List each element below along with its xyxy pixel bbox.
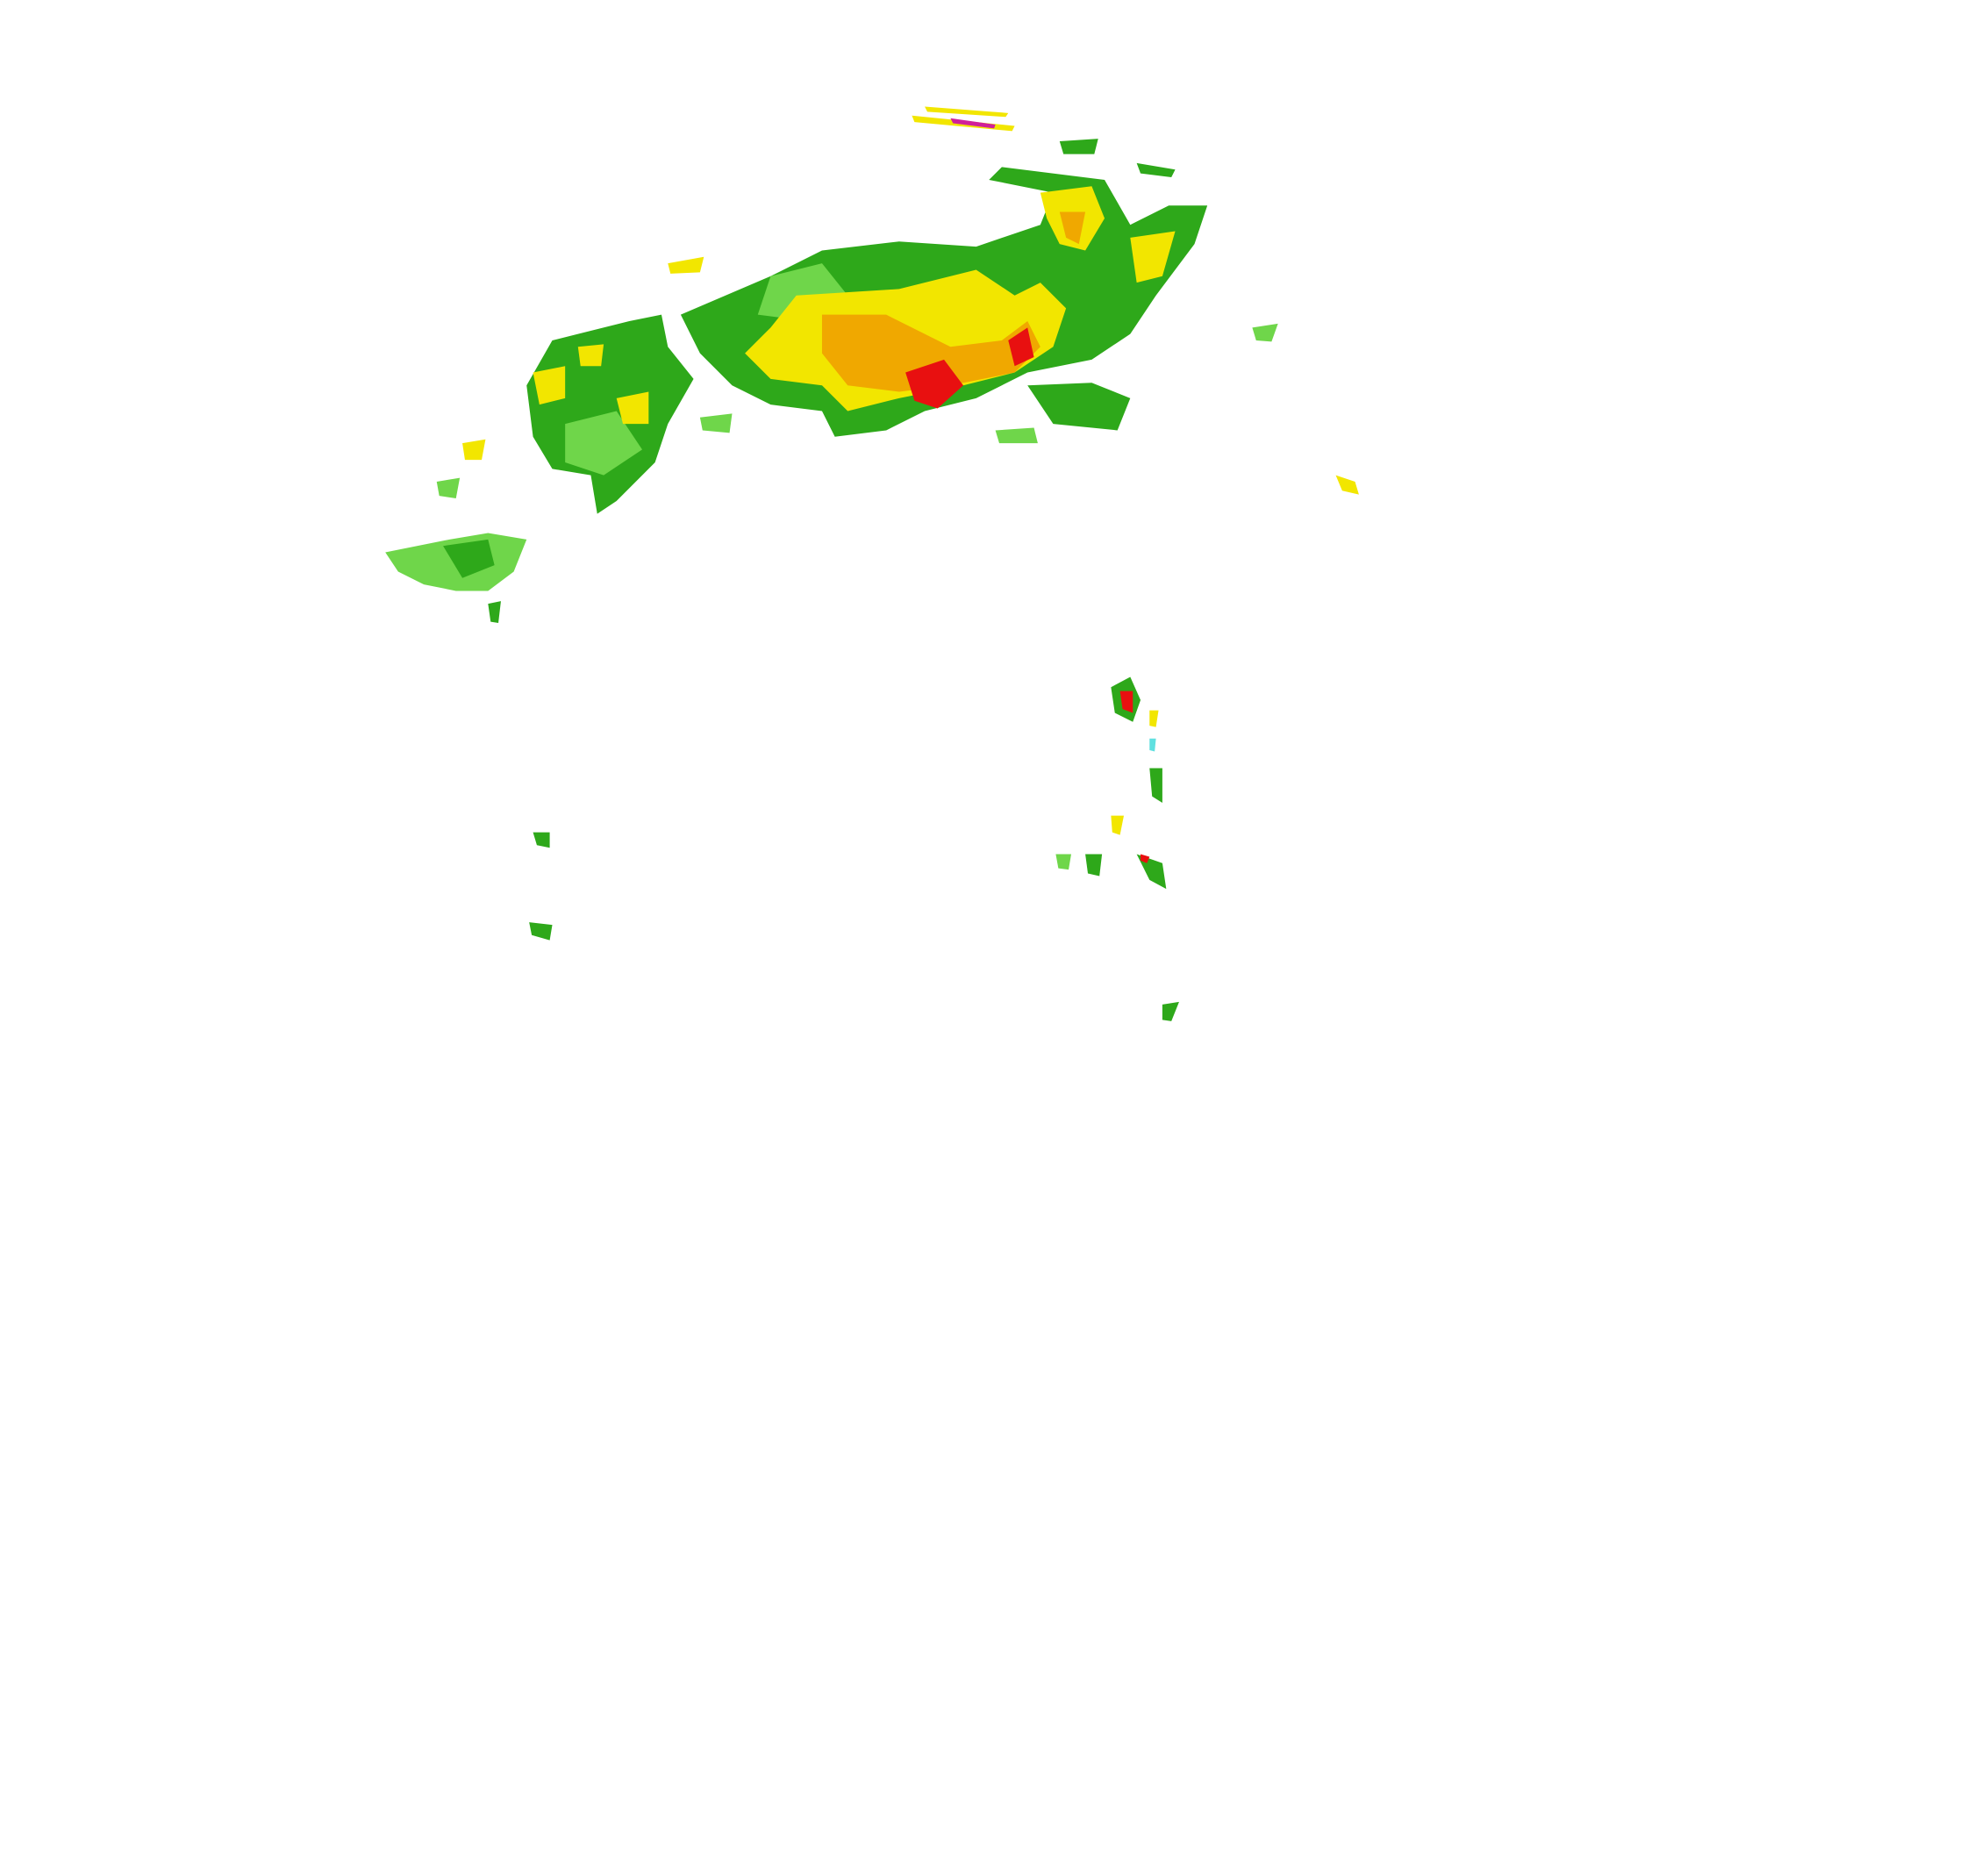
precipitation-echo [1252,323,1278,342]
precipitation-echo [577,344,604,367]
precipitation-echo [488,601,501,624]
precipitation-echo [821,314,1040,392]
precipitation-echo [1055,854,1071,870]
precipitation-echo [1059,139,1098,154]
precipitation-echo [950,118,996,129]
precipitation-echo [925,106,1009,118]
precipitation-echo [1162,1001,1179,1021]
southern-cells [529,676,1179,1021]
precipitation-echo [1149,710,1159,727]
precipitation-echo [1059,211,1086,245]
precipitation-echo [668,256,704,274]
precipitation-echo [1335,475,1359,495]
precipitation-echo [1130,231,1176,283]
precipitation-echo [1136,854,1167,890]
precipitation-echo [462,439,486,461]
precipitation-echo [1085,854,1103,877]
precipitation-echo [1141,854,1150,863]
precipitation-echo [1136,162,1176,178]
precipitation-echo [1008,327,1034,367]
precipitation-echo [1111,815,1124,835]
precipitation-echo [529,922,553,941]
western-storm-cluster [385,256,704,624]
main-storm-band [680,167,1208,444]
precipitation-echo [1119,691,1133,713]
precipitation-echo [616,391,649,425]
precipitation-echo [533,832,550,848]
precipitation-echo [905,359,963,409]
precipitation-echo [565,411,642,476]
precipitation-echo [995,427,1038,444]
precipitation-echo [699,413,733,433]
precipitation-echo [1149,768,1162,803]
precipitation-echo [1027,383,1131,431]
precipitation-echo [1149,738,1156,752]
precipitation-echo [533,366,566,405]
precipitation-echo [436,477,461,499]
northern-streaks [912,106,1359,495]
precipitation-echo [443,539,495,578]
